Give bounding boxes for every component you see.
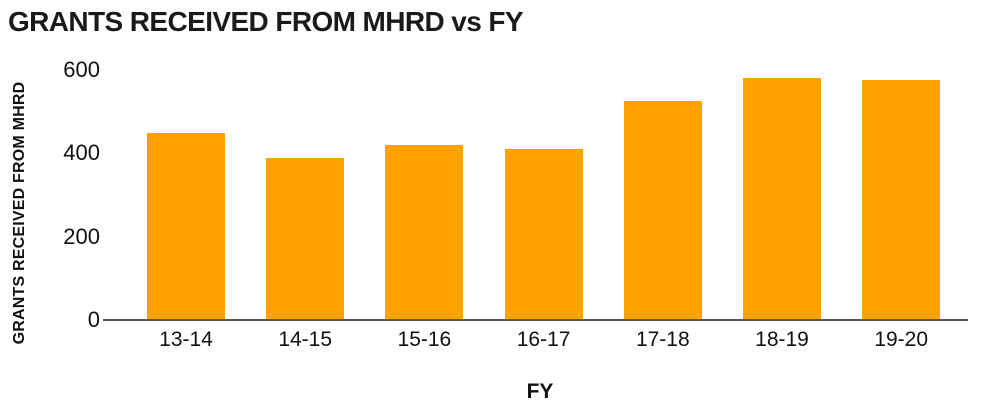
bar-13-14 bbox=[147, 132, 225, 320]
y-tick-label: 200 bbox=[63, 223, 100, 249]
bar-14-15 bbox=[266, 157, 345, 320]
y-tick-label: 600 bbox=[63, 57, 100, 82]
x-tick-label: 13-14 bbox=[159, 328, 213, 351]
y-tick-label: 0 bbox=[87, 307, 100, 332]
x-tick-label: 17-18 bbox=[635, 328, 690, 351]
bar-16-17 bbox=[504, 149, 583, 320]
x-tick-label: 19-20 bbox=[874, 328, 929, 351]
bar-17-18 bbox=[623, 101, 702, 320]
x-axis-title: FY bbox=[526, 380, 554, 403]
x-tick-label: 15-16 bbox=[397, 328, 452, 351]
x-axis-line bbox=[103, 319, 968, 321]
x-tick-label: 18-19 bbox=[755, 328, 809, 351]
y-tick-label: 400 bbox=[63, 140, 100, 166]
chart-title: GRANTS RECEIVED FROM MHRD vs FY bbox=[8, 6, 524, 37]
bar-19-20 bbox=[862, 80, 941, 320]
x-tick-label: 16-17 bbox=[516, 328, 571, 351]
bar-15-16 bbox=[385, 145, 464, 320]
x-tick-label: 14-15 bbox=[278, 328, 333, 351]
bar-18-19 bbox=[743, 78, 821, 320]
y-axis-title: GRANTS RECEIVED FROM MHRD bbox=[11, 81, 28, 345]
